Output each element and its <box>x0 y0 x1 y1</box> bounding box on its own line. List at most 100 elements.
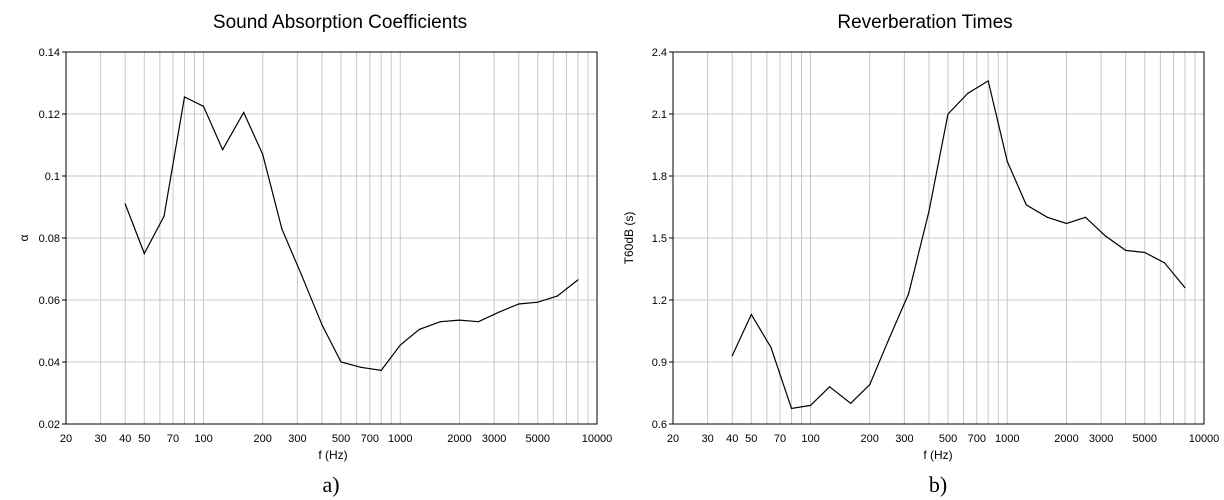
data-point <box>1184 287 1186 289</box>
data-point <box>1046 216 1049 218</box>
data-point <box>380 369 382 371</box>
data-point <box>1125 249 1127 251</box>
data-point <box>828 386 831 388</box>
y-tick-label: 1.8 <box>652 171 667 183</box>
x-tick-label: 10000 <box>582 433 613 445</box>
y-tick-label: 0.1 <box>45 171 60 183</box>
x-tick-label: 70 <box>774 433 786 445</box>
y-tick-label: 1.2 <box>652 295 667 307</box>
data-point <box>790 407 793 410</box>
data-point <box>183 96 186 98</box>
data-point <box>888 338 890 340</box>
x-axis-label: f (Hz) <box>318 448 347 462</box>
data-point <box>907 293 910 295</box>
data-point <box>458 319 461 321</box>
x-tick-label: 2000 <box>1054 433 1078 445</box>
chart-title: Reverberation Times <box>837 12 1012 33</box>
data-point <box>1065 222 1068 225</box>
data-point <box>1104 235 1106 237</box>
y-tick-label: 0.06 <box>39 295 60 307</box>
series-line <box>731 79 1186 410</box>
y-tick-label: 2.4 <box>652 47 667 59</box>
chart-title: Sound Absorption Coefficients <box>213 12 467 33</box>
y-axis-label: α <box>17 234 31 241</box>
x-tick-label: 1000 <box>995 433 1019 445</box>
data-point <box>967 92 969 94</box>
x-tick-label: 200 <box>861 433 879 445</box>
y-tick-label: 0.14 <box>39 47 60 59</box>
data-point <box>770 346 772 349</box>
x-tick-label: 30 <box>702 433 714 445</box>
x-tick-label: 700 <box>361 433 379 445</box>
y-tick-label: 0.08 <box>39 233 60 245</box>
x-tick-label: 700 <box>968 433 986 445</box>
data-point <box>731 355 733 357</box>
series-line <box>124 96 579 372</box>
x-tick-label: 20 <box>667 433 679 445</box>
panel-label: a) <box>322 472 339 497</box>
data-point <box>399 344 401 346</box>
data-point <box>556 295 559 297</box>
y-tick-label: 1.5 <box>652 233 667 245</box>
data-point <box>124 203 126 205</box>
data-point <box>750 313 752 316</box>
y-tick-label: 0.9 <box>652 357 667 369</box>
x-tick-label: 100 <box>801 433 819 445</box>
x-tick-label: 50 <box>138 433 150 445</box>
data-point <box>577 279 579 281</box>
x-tick-label: 10000 <box>1189 433 1220 445</box>
data-point <box>869 384 871 386</box>
data-point <box>987 80 989 82</box>
y-axis-label: T60dB (s) <box>622 212 636 265</box>
x-tick-label: 3000 <box>482 433 506 445</box>
x-tick-label: 20 <box>60 433 72 445</box>
data-point <box>300 274 303 276</box>
data-point <box>202 105 205 107</box>
x-axis-label: f (Hz) <box>923 448 952 462</box>
x-tick-label: 5000 <box>526 433 550 445</box>
x-tick-label: 70 <box>167 433 179 445</box>
data-point <box>281 228 283 230</box>
data-point <box>947 113 949 115</box>
x-tick-label: 3000 <box>1089 433 1113 445</box>
chart-panel-absorption: Sound Absorption Coefficients α f (Hz) a… <box>17 12 612 497</box>
x-tick-label: 5000 <box>1133 433 1157 445</box>
chart-panel-reverberation: Reverberation Times T60dB (s) f (Hz) b) … <box>622 12 1219 497</box>
x-tick-label: 200 <box>254 433 272 445</box>
y-tick-label: 0.6 <box>652 419 667 431</box>
data-point <box>439 321 442 323</box>
x-tick-label: 40 <box>726 433 738 445</box>
x-tick-label: 30 <box>95 433 107 445</box>
data-point <box>477 321 480 323</box>
data-point <box>360 366 362 368</box>
x-tick-label: 300 <box>895 433 913 445</box>
x-tick-label: 1000 <box>388 433 412 445</box>
panel-label: b) <box>929 472 947 497</box>
data-point <box>850 402 852 404</box>
x-tick-label: 100 <box>194 433 212 445</box>
data-point <box>1084 216 1087 218</box>
data-point <box>340 361 342 363</box>
grid <box>672 51 1205 425</box>
data-point <box>418 328 420 331</box>
data-point <box>1163 262 1166 264</box>
data-point <box>537 301 539 303</box>
x-tick-label: 300 <box>288 433 306 445</box>
y-tick-label: 0.04 <box>39 357 60 369</box>
x-tick-label: 50 <box>745 433 757 445</box>
data-point <box>497 311 499 313</box>
data-point <box>809 404 812 406</box>
data-point <box>163 215 165 217</box>
data-point <box>143 252 145 255</box>
grid <box>65 51 598 425</box>
x-tick-label: 2000 <box>447 433 471 445</box>
x-tick-label: 500 <box>939 433 957 445</box>
data-point <box>262 153 264 155</box>
x-tick-label: 500 <box>332 433 350 445</box>
y-tick-label: 0.02 <box>39 419 60 431</box>
data-point <box>221 149 224 151</box>
data-point <box>928 210 930 212</box>
y-tick-label: 0.12 <box>39 109 60 121</box>
data-point <box>1025 204 1027 206</box>
